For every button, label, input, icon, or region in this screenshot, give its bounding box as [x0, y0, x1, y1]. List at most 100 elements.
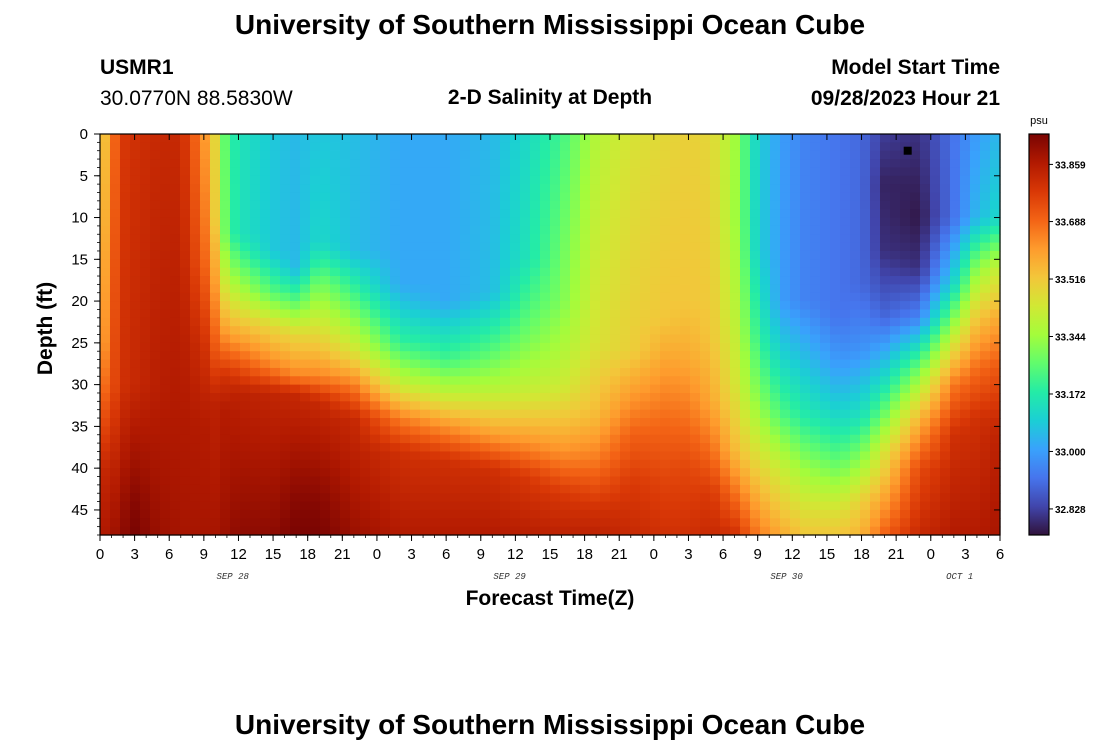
heatmap-cell	[360, 418, 371, 427]
heatmap-cell	[800, 501, 811, 511]
heatmap-cell	[430, 225, 441, 235]
heatmap-cell	[870, 301, 881, 311]
heatmap-cell	[670, 468, 681, 478]
heatmap-cell	[440, 501, 451, 511]
heatmap-cell	[780, 192, 791, 202]
heatmap-cell	[130, 501, 141, 511]
heatmap-cell	[650, 309, 661, 319]
heatmap-cell	[240, 434, 251, 444]
heatmap-cell	[170, 250, 181, 260]
heatmap-cell	[600, 192, 611, 202]
heatmap-cell	[220, 184, 231, 194]
x-axis-label: Forecast Time(Z)	[466, 587, 635, 610]
heatmap-cell	[900, 384, 911, 394]
heatmap-cell	[550, 250, 561, 260]
heatmap-cell	[890, 309, 901, 319]
heatmap-cell	[680, 367, 691, 377]
heatmap-cell	[110, 401, 121, 411]
heatmap-cell	[680, 326, 691, 336]
heatmap-cell	[170, 359, 181, 369]
heatmap-cell	[420, 434, 431, 444]
heatmap-cell	[820, 267, 831, 277]
heatmap-cell	[340, 276, 351, 285]
heatmap-cell	[540, 342, 551, 352]
heatmap-cell	[920, 359, 931, 369]
heatmap-cell	[780, 150, 791, 160]
heatmap-cell	[790, 200, 801, 210]
heatmap-cell	[620, 276, 631, 285]
heatmap-cell	[120, 292, 131, 302]
heatmap-cell	[150, 518, 161, 528]
heatmap-cell	[940, 376, 951, 386]
heatmap-cell	[330, 250, 341, 260]
heatmap-cell	[760, 200, 771, 210]
heatmap-cell	[790, 334, 801, 344]
heatmap-cell	[780, 451, 791, 461]
heatmap-cell	[660, 526, 671, 536]
heatmap-cell	[450, 209, 461, 219]
heatmap-cell	[480, 493, 491, 503]
heatmap-cell	[530, 468, 541, 478]
heatmap-cell	[620, 468, 631, 478]
heatmap-cell	[660, 301, 671, 311]
heatmap-cell	[980, 418, 991, 427]
heatmap-cell	[680, 401, 691, 411]
heatmap-cell	[580, 351, 591, 361]
heatmap-cell	[640, 426, 651, 436]
heatmap-cell	[280, 259, 291, 269]
heatmap-cell	[970, 476, 981, 486]
heatmap-cell	[660, 309, 671, 319]
heatmap-cell	[850, 167, 861, 177]
heatmap-cell	[300, 142, 311, 152]
heatmap-cell	[990, 342, 1001, 352]
heatmap-cell	[240, 159, 251, 169]
y-tick-label: 35	[71, 418, 88, 435]
heatmap-cell	[800, 309, 811, 319]
heatmap-cell	[740, 175, 751, 185]
heatmap-cell	[640, 526, 651, 536]
heatmap-cell	[860, 384, 871, 394]
heatmap-cell	[770, 242, 781, 252]
heatmap-cell	[660, 509, 671, 519]
heatmap-cell	[450, 518, 461, 528]
heatmap-cell	[630, 392, 641, 402]
heatmap-cell	[190, 225, 201, 235]
heatmap-cell	[100, 392, 111, 402]
heatmap-cell	[590, 351, 601, 361]
heatmap-cell	[500, 301, 511, 311]
heatmap-cell	[220, 392, 231, 402]
heatmap-cell	[930, 392, 941, 402]
heatmap-cell	[390, 259, 401, 269]
heatmap-cell	[430, 376, 441, 386]
heatmap-cell	[730, 501, 741, 511]
heatmap-cell	[580, 234, 591, 244]
heatmap-cell	[240, 468, 251, 478]
heatmap-cell	[780, 401, 791, 411]
heatmap-cell	[970, 284, 981, 294]
heatmap-cell	[590, 192, 601, 202]
heatmap-cell	[260, 250, 271, 260]
heatmap-cell	[730, 242, 741, 252]
heatmap-cell	[300, 200, 311, 210]
heatmap-cell	[900, 409, 911, 419]
heatmap-cell	[310, 384, 321, 394]
heatmap-cell	[170, 200, 181, 210]
y-tick-label: 15	[71, 251, 88, 268]
heatmap-cell	[770, 334, 781, 344]
heatmap-cell	[320, 167, 331, 177]
heatmap-cell	[620, 359, 631, 369]
heatmap-cell	[510, 434, 521, 444]
heatmap-cell	[710, 175, 721, 185]
heatmap-cell	[780, 501, 791, 511]
heatmap-cell	[200, 192, 211, 202]
heatmap-cell	[100, 242, 111, 252]
heatmap-cell	[360, 250, 371, 260]
heatmap-cell	[170, 334, 181, 344]
heatmap-cell	[520, 167, 531, 177]
heatmap-cell	[960, 192, 971, 202]
heatmap-cell	[400, 217, 411, 227]
heatmap-cell	[780, 484, 791, 494]
heatmap-cell	[670, 192, 681, 202]
heatmap-cell	[600, 309, 611, 319]
heatmap-cell	[150, 359, 161, 369]
